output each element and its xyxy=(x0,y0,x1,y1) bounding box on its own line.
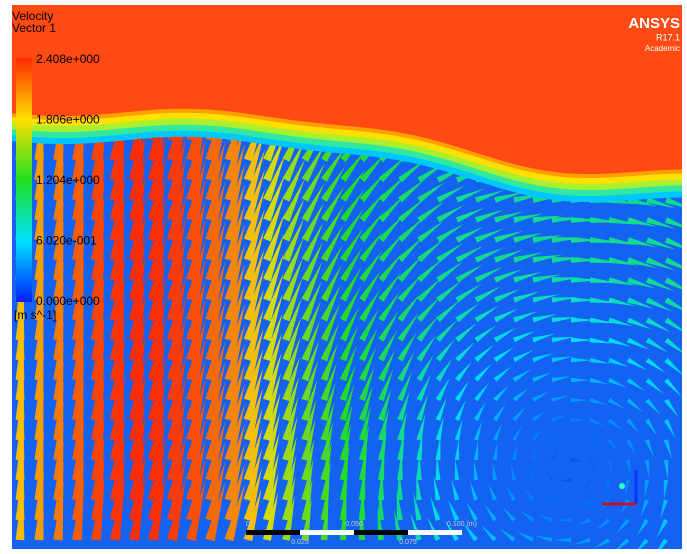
logo-version: R17.1 xyxy=(656,32,680,42)
scale-label: 0.100 (m) xyxy=(447,521,477,528)
scale-label: 0 xyxy=(246,521,250,528)
legend-unit: [m s^-1] xyxy=(14,308,56,322)
logo-edition: Academic xyxy=(645,44,680,53)
legend-tick-label: 2.408e+000 xyxy=(36,52,100,66)
legend-tick-label: 1.806e+000 xyxy=(36,113,100,127)
legend-tick-label: 6.020e-001 xyxy=(36,234,97,248)
page: Velocity Vector 1 2.408e+0001.806e+0001.… xyxy=(0,0,687,554)
color-bar xyxy=(16,58,32,302)
scale-segment xyxy=(408,530,462,535)
legend-subtitle: Vector 1 xyxy=(12,21,56,35)
logo-name: ANSYS xyxy=(628,15,680,32)
viewport: Velocity Vector 1 2.408e+0001.806e+0001.… xyxy=(0,0,687,554)
scale-segment xyxy=(354,530,408,535)
legend-tick-label: 1.204e+000 xyxy=(36,173,100,187)
triad-z xyxy=(619,483,625,489)
scale-label: 0.050 xyxy=(345,521,363,528)
legend-tick-label: 0.000e+000 xyxy=(36,294,100,308)
scale-segment xyxy=(246,530,300,535)
scale-segment xyxy=(300,530,354,535)
scale-sublabel: 0.075 xyxy=(399,539,417,546)
scale-sublabel: 0.025 xyxy=(291,539,309,546)
